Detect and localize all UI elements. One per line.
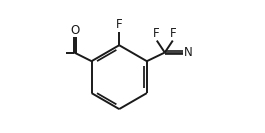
Text: O: O	[70, 24, 80, 37]
Text: F: F	[153, 27, 160, 40]
Text: F: F	[170, 27, 177, 40]
Text: F: F	[116, 18, 122, 31]
Text: N: N	[184, 46, 193, 59]
